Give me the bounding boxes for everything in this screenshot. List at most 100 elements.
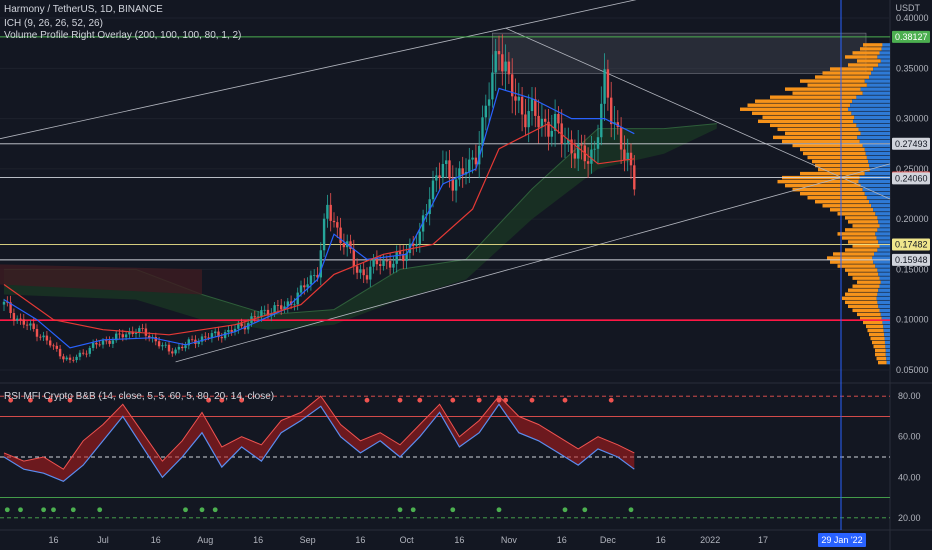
candle-body: [514, 96, 517, 101]
overbought-dot: [47, 397, 53, 403]
ichimoku-legend[interactable]: ICH (9, 26, 26, 52, 26): [4, 18, 103, 29]
candle-body: [418, 231, 421, 245]
overbought-dot: [364, 397, 370, 403]
candle-body: [375, 258, 379, 265]
volume-profile-bar: [882, 320, 890, 325]
candle-body: [332, 220, 336, 223]
symbol-legend[interactable]: Harmony / TetherUS, 1D, BINANCE: [4, 4, 163, 15]
candle-body: [520, 96, 524, 115]
time-tick-label: Nov: [501, 535, 518, 545]
rsi-tick-label: 40.00: [898, 472, 921, 482]
volume-profile-bar: [854, 115, 890, 119]
volume-profile-bar: [822, 204, 872, 208]
price-tick-label: 0.10000: [896, 315, 929, 325]
candle-body: [128, 331, 131, 335]
candle-body: [270, 313, 273, 316]
volume-profile-bar: [851, 111, 890, 115]
volume-profile-bar: [879, 276, 890, 280]
volume-profile-bar: [773, 135, 858, 140]
volume-profile-bar: [864, 147, 890, 152]
volume-profile-bar: [874, 252, 890, 256]
time-tick-label: Sep: [300, 535, 316, 545]
volume-profile-bar: [848, 63, 879, 67]
candle-body: [596, 137, 600, 149]
volume-profile-bar: [830, 208, 874, 212]
volume-profile-bar: [866, 324, 884, 329]
volume-profile-bar: [860, 87, 890, 91]
volume-profile-bar: [873, 260, 890, 264]
volume-profile-bar: [818, 167, 870, 172]
volume-profile-bar: [873, 67, 890, 71]
volume-profile-bar: [873, 344, 886, 349]
candle-body: [365, 275, 369, 280]
candle-body: [164, 344, 167, 346]
oversold-dot: [397, 507, 403, 513]
volume-profile-bar: [785, 131, 861, 136]
volume-profile-bar: [879, 51, 890, 55]
candle-body: [2, 301, 6, 305]
oversold-dot: [70, 507, 76, 513]
volume-profile-bar: [875, 352, 886, 357]
candle-body: [78, 352, 82, 357]
volume-profile-bar: [886, 360, 890, 365]
oversold-dot: [212, 507, 218, 513]
time-tick-label: 17: [758, 535, 768, 545]
time-tick-label: 16: [557, 535, 567, 545]
candle-body: [342, 243, 346, 248]
volume-profile-bar: [876, 296, 890, 300]
volume-profile-bar: [883, 324, 890, 329]
candle-body: [148, 335, 151, 339]
candle-body: [171, 351, 174, 354]
candle-body: [497, 51, 501, 55]
volume-profile-legend[interactable]: Volume Profile Right Overlay (200, 100, …: [4, 30, 242, 41]
rsi-legend[interactable]: RSI MFI Crypto B&B (14, close, 5, 5, 60,…: [4, 391, 275, 402]
candle-body: [501, 54, 504, 72]
cursor-date-label: 29 Jan '22: [821, 535, 862, 545]
price-tick-label: 0.30000: [896, 114, 929, 124]
candle-body: [388, 260, 392, 268]
candle-body: [58, 348, 62, 357]
candle-body: [553, 113, 557, 131]
candle-body: [359, 269, 362, 273]
oversold-dot: [51, 507, 56, 513]
volume-profile-bar: [856, 123, 890, 128]
candle-body: [187, 339, 190, 346]
volume-profile-bar: [856, 95, 890, 99]
overbought-dot: [476, 397, 482, 403]
volume-profile-bar: [875, 212, 890, 216]
candle-body: [385, 260, 388, 262]
volume-profile-bar: [857, 312, 881, 317]
candle-body: [524, 114, 527, 128]
candle-body: [511, 74, 514, 97]
candle-body: [167, 344, 171, 352]
candle-body: [441, 163, 445, 178]
volume-profile-bar: [879, 284, 890, 288]
candle-body: [481, 117, 484, 146]
volume-profile-bar: [860, 183, 890, 188]
volume-profile-bar: [869, 167, 890, 172]
overbought-dot: [239, 397, 245, 403]
candle-body: [35, 328, 39, 337]
volume-profile-bar: [740, 107, 848, 111]
volume-profile-bar: [792, 91, 863, 95]
price-label-box: [892, 253, 930, 266]
overbought-dot: [206, 397, 212, 403]
volume-profile-bar: [852, 276, 880, 280]
mfi-line: [3, 395, 635, 470]
volume-profile-bar: [877, 300, 890, 304]
time-tick-label: 16: [656, 535, 666, 545]
volume-profile-bar: [871, 71, 890, 75]
volume-profile-bar: [882, 43, 890, 47]
candle-body: [306, 284, 309, 288]
price-tick-label: 0.20000: [896, 214, 929, 224]
price-tick-label: 0.35000: [896, 63, 929, 73]
time-tick-label: 16: [48, 535, 58, 545]
price-label-box: [892, 172, 930, 185]
volume-profile-bar: [870, 336, 885, 341]
volume-profile-bar: [848, 107, 890, 111]
volume-profile-bar: [864, 79, 890, 83]
candle-body: [62, 356, 65, 360]
candle-body: [45, 335, 49, 341]
candle-body: [580, 144, 583, 146]
